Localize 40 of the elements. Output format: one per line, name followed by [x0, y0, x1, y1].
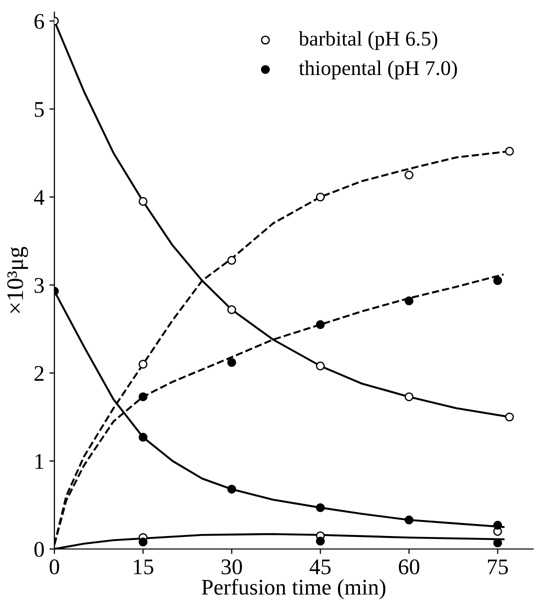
legend-label: thiopental (pH 7.0) [298, 60, 457, 80]
point [227, 305, 236, 314]
point [227, 358, 236, 367]
point [493, 538, 502, 548]
point [505, 412, 514, 422]
x-tick-label: 60 [398, 559, 420, 574]
x-axis-title: Perfusion time (min) [202, 578, 386, 600]
x-tick-label: 0 [50, 559, 60, 574]
point [316, 503, 325, 512]
y-tick-label: 1 [36, 454, 44, 469]
point [138, 392, 148, 402]
point [227, 484, 236, 494]
y-tick-label: 4 [34, 190, 44, 205]
point [138, 432, 148, 442]
point [505, 146, 514, 156]
point [316, 320, 325, 330]
point [138, 360, 148, 369]
point [138, 196, 148, 206]
y-tick-label: 2 [34, 366, 44, 381]
point [493, 276, 502, 286]
y-tick-label: 6 [34, 14, 44, 29]
x-tick-label: 45 [310, 560, 331, 574]
point [316, 536, 325, 546]
point [227, 256, 236, 265]
y-tick-label: 3 [34, 278, 44, 293]
point [404, 392, 414, 402]
y-axis-title: ×10³μg [7, 246, 28, 313]
point [493, 520, 502, 530]
y-tick-label: 0 [34, 542, 44, 557]
point [404, 516, 414, 524]
y-tick-label: 5 [34, 102, 44, 117]
legend-label: barbital (pH 6.5) [298, 31, 438, 50]
x-tick-label: 30 [222, 559, 242, 574]
point [404, 170, 414, 180]
point [404, 296, 414, 306]
point [316, 192, 325, 202]
x-tick-label: 15 [134, 559, 154, 574]
point [316, 362, 325, 370]
point [138, 538, 148, 546]
x-tick-label: 75 [488, 560, 508, 574]
